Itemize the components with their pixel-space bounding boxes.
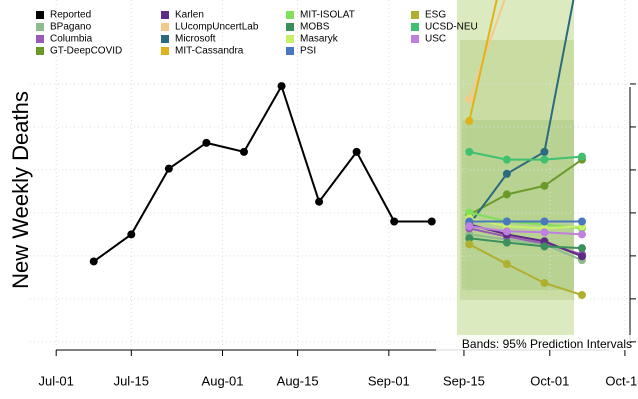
point <box>540 181 549 190</box>
series-line <box>469 233 583 262</box>
legend-label: MIT-ISOLAT <box>300 10 355 21</box>
point <box>390 217 399 226</box>
legend-label: BPagano <box>50 22 92 33</box>
point <box>540 242 549 251</box>
series-line <box>93 83 432 263</box>
lines <box>89 0 586 300</box>
point <box>502 227 511 236</box>
legend-label: LUcompUncertLab <box>175 22 259 33</box>
legend-label: MIT-Cassandra <box>175 46 244 57</box>
series-line <box>468 0 506 100</box>
point <box>540 278 549 287</box>
x-tick-label: Aug-01 <box>202 373 244 388</box>
point <box>577 252 586 261</box>
legend-label: Microsoft <box>175 34 216 45</box>
series-line <box>469 225 583 236</box>
legend-swatch <box>161 23 169 31</box>
x-tick-label: Oct-15 <box>605 373 638 388</box>
grid <box>30 0 630 346</box>
series-line <box>468 0 498 122</box>
point <box>465 147 474 156</box>
x-tick-label: Sep-15 <box>443 373 485 388</box>
series-line <box>468 243 583 296</box>
point <box>502 217 511 226</box>
point <box>239 147 248 156</box>
point <box>465 95 474 104</box>
legend-swatch <box>286 47 294 55</box>
point <box>202 138 211 147</box>
legend-swatch <box>411 35 419 43</box>
legend-label: Reported <box>50 10 91 21</box>
legend-swatch <box>36 23 44 31</box>
point <box>577 244 586 253</box>
legend-swatch <box>411 11 419 19</box>
series-line <box>469 237 583 250</box>
point <box>540 217 549 226</box>
point <box>465 116 474 125</box>
legend-swatch <box>36 35 44 43</box>
band <box>462 120 574 290</box>
point <box>540 228 549 237</box>
x-tick-label: Sep-01 <box>368 373 410 388</box>
legend-swatch <box>161 35 169 43</box>
legend-swatch <box>286 35 294 43</box>
legend-label: Columbia <box>50 34 93 45</box>
legend-label: GT-DeepCOVID <box>50 46 122 57</box>
legend-swatch <box>161 11 169 19</box>
legend-label: PSI <box>300 46 316 57</box>
x-tick-label: Jul-15 <box>114 373 149 388</box>
legend-swatch <box>286 23 294 31</box>
x-tick-label: Oct-01 <box>530 373 569 388</box>
legend-swatch <box>286 11 294 19</box>
point <box>465 222 474 231</box>
point <box>577 152 586 161</box>
point <box>465 234 474 243</box>
point <box>127 230 136 239</box>
annotation: Bands: 95% Prediction Intervals <box>462 337 632 351</box>
legend-label: USC <box>425 34 446 45</box>
legend-swatch <box>411 23 419 31</box>
point <box>164 164 173 173</box>
prediction-bands <box>457 0 574 342</box>
legend-swatch <box>36 47 44 55</box>
point <box>315 197 324 206</box>
legend-label: UCSD-NEU <box>425 22 478 33</box>
point <box>577 230 586 239</box>
point <box>352 147 361 156</box>
band <box>457 0 574 342</box>
point <box>502 260 511 269</box>
point <box>502 169 511 178</box>
legend-label: MOBS <box>300 22 330 33</box>
point <box>540 155 549 164</box>
annotation-bg <box>436 335 636 353</box>
x-tick-label: Jul-01 <box>38 373 73 388</box>
point <box>577 217 586 226</box>
legend-label: Karlen <box>175 10 204 21</box>
point <box>502 190 511 199</box>
point <box>502 238 511 247</box>
point <box>502 155 511 164</box>
point <box>89 257 98 266</box>
legend-swatch <box>36 11 44 19</box>
series-line <box>468 0 575 226</box>
legend-label: ESG <box>425 10 446 21</box>
point <box>277 82 286 91</box>
legend-swatch <box>161 47 169 55</box>
series-line <box>469 150 583 161</box>
x-tick-label: Aug-15 <box>277 373 319 388</box>
point <box>427 217 436 226</box>
y-axis-label: New Weekly Deaths <box>8 91 33 289</box>
point <box>577 291 586 300</box>
legend-label: Masaryk <box>300 34 339 45</box>
point <box>540 147 549 156</box>
point <box>465 208 474 217</box>
point <box>465 240 474 249</box>
series-line <box>468 158 583 216</box>
